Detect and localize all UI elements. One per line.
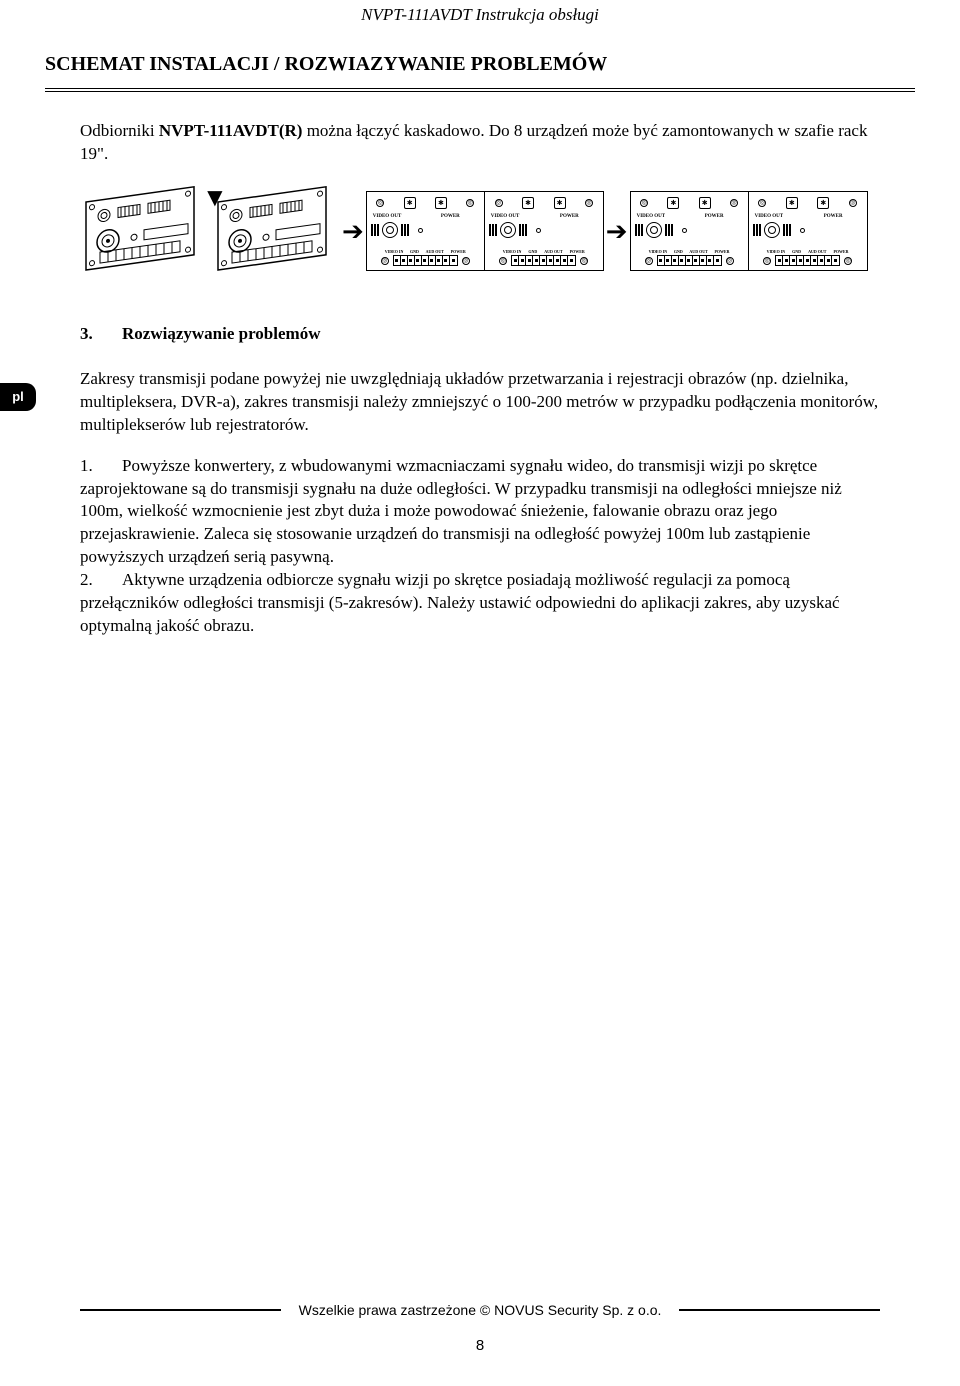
device-cascade-diagram: ▼ (80, 184, 880, 279)
doc-header-title: NVPT-111AVDT Instrukcja obsługi (45, 0, 915, 27)
arrow-right-icon-2: ➔ (606, 214, 628, 249)
device-front: ◎✱✱◎ VIDEO OUTPOWER VIDEO INGNDAUD OUTPO… (749, 192, 867, 270)
device-pair-2: ◎✱✱◎ VIDEO OUTPOWER VIDEO INGNDAUD OUTPO… (630, 191, 868, 271)
device-front: ◎✱✱◎ VIDEO OUTPOWER VIDEO INGNDAUD OUTPO… (485, 192, 603, 270)
device-angled-1 (80, 184, 208, 279)
device-front: ◎✱✱◎ VIDEO OUTPOWER VIDEO INGNDAUD OUTPO… (367, 192, 485, 270)
paragraph-1: Zakresy transmisji podane powyżej nie uw… (80, 368, 880, 437)
list-num-2: 2. (80, 569, 122, 592)
intro-paragraph: Odbiorniki NVPT-111AVDT(R) można łączyć … (80, 120, 880, 166)
list-text-1: Powyższe konwertery, z wbudowanymi wzmac… (80, 456, 842, 567)
device-front: ◎✱✱◎ VIDEO OUTPOWER VIDEO INGNDAUD OUTPO… (631, 192, 749, 270)
arrow-right-icon-1: ➔ (342, 214, 364, 249)
device-angled-2 (212, 184, 340, 279)
list-num-1: 1. (80, 455, 122, 478)
section-heading: SCHEMAT INSTALACJI / ROZWIAZYWANIE PROBL… (45, 51, 915, 78)
subsection-num: 3. (80, 323, 122, 346)
intro-pre: Odbiorniki (80, 121, 159, 140)
page-footer: Wszelkie prawa zastrzeżone © NOVUS Secur… (0, 1301, 960, 1356)
device-pair-1: ◎✱✱◎ VIDEO OUTPOWER VIDEO INGNDAUD OUTPO… (366, 191, 604, 271)
list-text-2: Aktywne urządzenia odbiorcze sygnału wiz… (80, 570, 840, 635)
language-tab: pl (0, 383, 36, 411)
page-number: 8 (0, 1336, 960, 1356)
footer-rule-right (679, 1309, 880, 1311)
list-item-2: 2.Aktywne urządzenia odbiorcze sygnału w… (80, 569, 880, 638)
subsection-heading: 3.Rozwiązywanie problemów (80, 323, 880, 346)
footer-rule-left (80, 1309, 281, 1311)
list-item-1: 1.Powyższe konwertery, z wbudowanymi wzm… (80, 455, 880, 570)
footer-copyright: Wszelkie prawa zastrzeżone © NOVUS Secur… (299, 1301, 662, 1320)
intro-model-bold: NVPT-111AVDT(R) (159, 121, 303, 140)
subsection-title: Rozwiązywanie problemów (122, 324, 320, 343)
double-rule (45, 88, 915, 92)
